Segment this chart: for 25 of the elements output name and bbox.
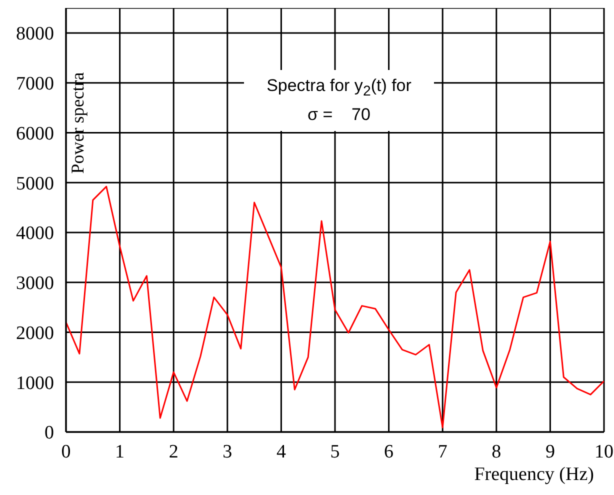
x-tick-label: 6 bbox=[384, 441, 394, 462]
y-tick-label: 6000 bbox=[16, 123, 54, 144]
line-series bbox=[66, 186, 604, 428]
y-tick-label: 4000 bbox=[16, 223, 54, 244]
text: σ = 70 bbox=[306, 104, 372, 126]
y-tick-label: 3000 bbox=[16, 273, 54, 294]
x-tick-label: 10 bbox=[594, 441, 614, 462]
y-tick-label: 8000 bbox=[16, 24, 54, 45]
y-axis-title: Power spectra bbox=[68, 72, 88, 174]
x-tick-label: 8 bbox=[492, 441, 502, 462]
x-axis-title: Frequency (Hz) bbox=[474, 464, 594, 486]
y-tick-label: 0 bbox=[44, 422, 54, 444]
x-tick-label: 4 bbox=[276, 441, 286, 462]
y-tick-label: 2000 bbox=[16, 322, 54, 344]
text: Spectra for y$_{2}$(t) for bbox=[266, 75, 412, 102]
x-tick-label: 0 bbox=[61, 441, 71, 462]
x-tick-label: 5 bbox=[330, 441, 340, 462]
x-tick-label: 2 bbox=[168, 441, 178, 462]
x-tick-label: 9 bbox=[545, 441, 555, 462]
y-tick-label: 7000 bbox=[16, 74, 54, 95]
x-tick-label: 7 bbox=[438, 441, 448, 462]
y-tick-label: 1000 bbox=[16, 372, 54, 394]
y-tick-label: 5000 bbox=[16, 173, 54, 194]
x-tick-label: 3 bbox=[222, 441, 232, 462]
x-tick-label: 1 bbox=[115, 441, 125, 462]
